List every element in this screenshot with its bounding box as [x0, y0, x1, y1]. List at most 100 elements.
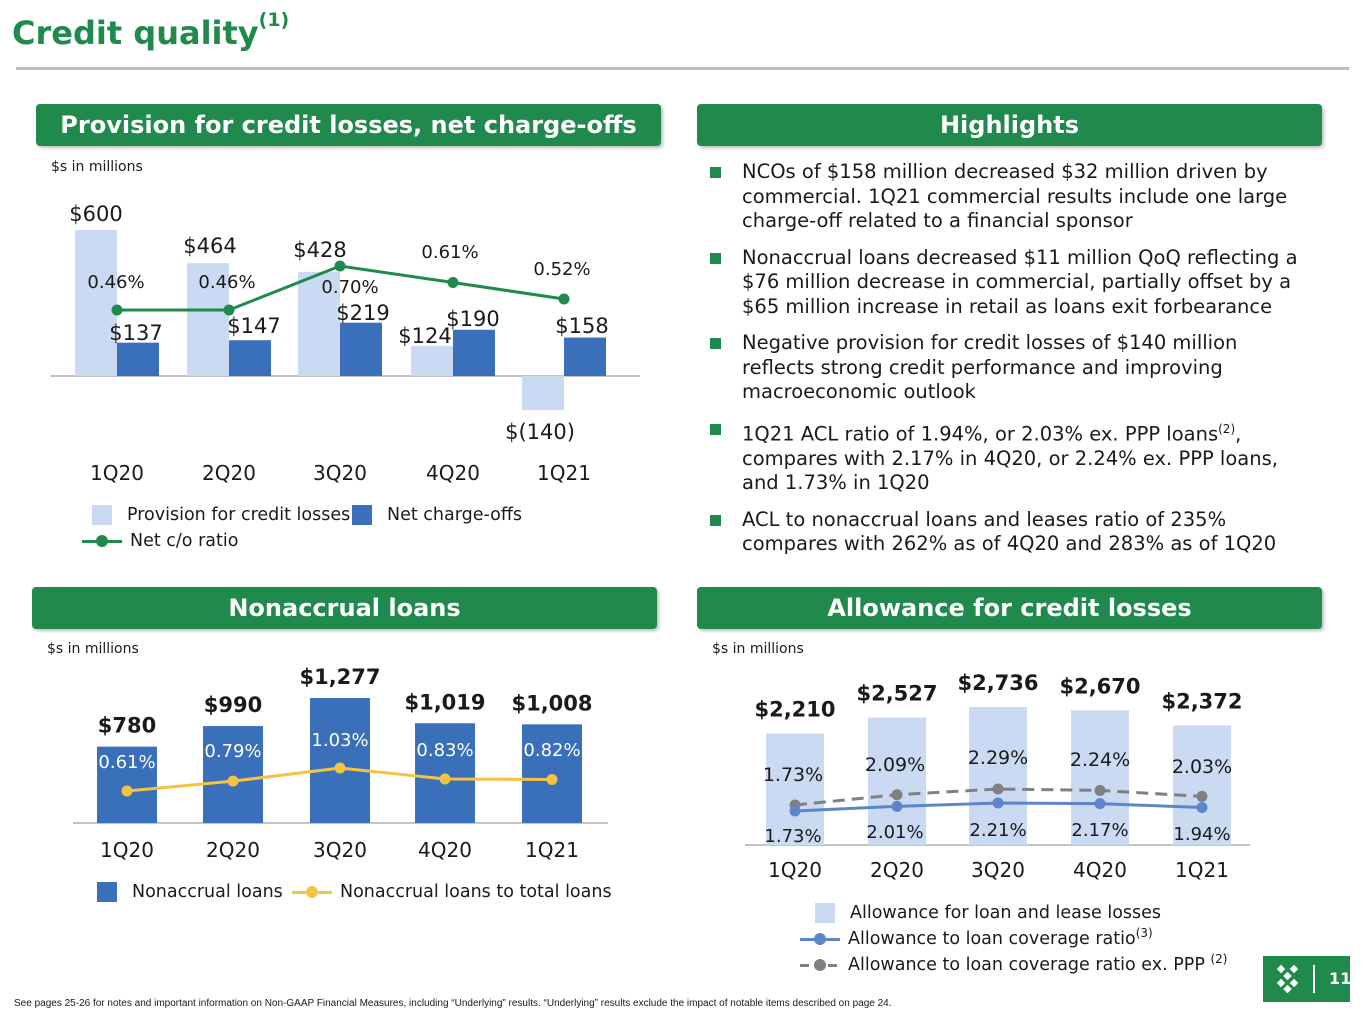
allowance-bar: [1173, 725, 1231, 845]
net-charge-off-bar: [340, 322, 382, 376]
page-title-text: Credit quality: [12, 14, 259, 52]
net-co-ratio-label: 0.52%: [533, 259, 590, 280]
net-charge-off-bar: [229, 340, 271, 376]
provision-data-label: $124: [398, 324, 451, 348]
category-label: 2Q20: [870, 858, 924, 882]
highlight-item: Negative provision for credit losses of …: [707, 331, 1307, 405]
nco-data-label: $158: [555, 314, 608, 338]
provision-data-label: $428: [293, 238, 346, 262]
legend-label: Net charge-offs: [387, 505, 523, 525]
provision-data-label: $(140): [505, 420, 575, 444]
category-label: 3Q20: [313, 838, 367, 862]
coverage-ratio-ex-ppp-label: 2.24%: [1070, 749, 1130, 771]
legend-line-dashed-gray: [800, 958, 840, 971]
coverage-ratio-label: 1.73%: [764, 826, 821, 847]
legend-label: Allowance for loan and lease losses: [850, 903, 1162, 923]
category-label: 1Q20: [768, 858, 822, 882]
highlights-panel-header: Highlights: [697, 104, 1322, 146]
allowance-bar: [766, 733, 824, 845]
legend-nonaccrual-loans: Nonaccrual loans: [97, 882, 283, 902]
provision-data-label: $600: [69, 202, 122, 226]
highlight-text: 1Q21 ACL ratio of 1.94%, or 2.03% ex. PP…: [742, 422, 1219, 445]
highlight-text: Negative provision for credit losses of …: [742, 331, 1238, 403]
category-label: 3Q20: [313, 461, 367, 485]
nonaccrual-ratio-label: 0.82%: [523, 740, 580, 761]
legend-swatch-dark: [352, 505, 372, 525]
coverage-ratio-ex-ppp-point: [1196, 790, 1208, 802]
coverage-ratio-label: 1.94%: [1173, 824, 1230, 845]
category-label: 1Q21: [537, 461, 591, 485]
category-label: 2Q20: [202, 461, 256, 485]
net-co-ratio-label: 0.46%: [87, 272, 144, 293]
title-divider: [16, 67, 1349, 70]
category-label: 1Q21: [1175, 858, 1229, 882]
bullet-square-icon: [710, 167, 721, 178]
nco-data-label: $190: [446, 307, 499, 331]
nonaccrual-bar: [310, 698, 370, 823]
nonaccrual-data-label: $1,019: [404, 690, 485, 714]
legend-coverage-ratio: Allowance to loan coverage ratio (3): [800, 926, 1153, 949]
legend-label: Nonaccrual loans: [132, 882, 283, 902]
allowance-bar: [969, 707, 1027, 845]
nonaccrual-ratio-point: [334, 762, 346, 774]
legend-provision: Provision for credit losses: [92, 505, 350, 525]
bullet-square-icon: [710, 338, 721, 349]
allowance-data-label: $2,736: [957, 671, 1038, 695]
highlight-text: ACL to nonaccrual loans and leases ratio…: [742, 507, 1277, 556]
net-co-ratio-label: 0.46%: [198, 272, 255, 293]
nonaccrual-ratio-point: [439, 773, 451, 785]
nco-data-label: $147: [227, 314, 280, 338]
legend-footnote-ref: (3): [1135, 926, 1153, 940]
coverage-ratio-point: [1196, 802, 1208, 813]
net-co-ratio-label: 0.61%: [421, 242, 478, 263]
legend-coverage-ratio-ex-ppp: Allowance to loan coverage ratio ex. PPP…: [800, 952, 1228, 975]
provision-unit-label: $s in millions: [51, 159, 143, 175]
coverage-ratio-ex-ppp-line: [794, 787, 1203, 807]
net-charge-off-bar: [117, 342, 159, 376]
coverage-ratio-ex-ppp-label: 2.29%: [968, 747, 1028, 769]
legend-swatch-light: [92, 505, 112, 525]
logo-divider: [1313, 965, 1315, 993]
legend-label: Net c/o ratio: [130, 531, 239, 551]
footnote: See pages 25-26 for notes and important …: [14, 998, 892, 1009]
coverage-ratio-ex-ppp-label: 1.73%: [763, 764, 823, 786]
bullet-square-icon: [710, 514, 721, 526]
legend-label: Nonaccrual loans to total loans: [340, 882, 612, 902]
nonaccrual-bar: [203, 726, 263, 823]
nonaccrual-ratio-point: [227, 775, 239, 787]
page-title: Credit quality(1): [12, 9, 289, 52]
legend-label: Provision for credit losses: [127, 505, 351, 525]
legend-swatch-dark: [97, 882, 117, 902]
nonaccrual-bar: [415, 723, 475, 823]
allowance-bar: [1071, 710, 1129, 845]
highlight-item: NCOs of $158 million decreased $32 milli…: [707, 160, 1307, 234]
nonaccrual-panel-header: Nonaccrual loans: [32, 587, 657, 629]
coverage-ratio-label: 2.01%: [866, 822, 923, 843]
category-label: 3Q20: [971, 858, 1025, 882]
coverage-ratio-ex-ppp-label: 2.09%: [865, 754, 925, 776]
provision-data-label: $464: [183, 234, 236, 258]
highlight-text: Nonaccrual loans decreased $11 million Q…: [742, 245, 1298, 318]
nonaccrual-data-label: $1,008: [511, 691, 592, 715]
highlight-text-cont: , compares with 2.17% in 4Q20, or 2.24% …: [742, 422, 1278, 494]
coverage-ratio-point: [1094, 798, 1106, 810]
highlight-item: 1Q21 ACL ratio of 1.94%, or 2.03% ex. PP…: [707, 417, 1307, 496]
nonaccrual-ratio-point: [121, 785, 133, 797]
page-number: 11: [1329, 969, 1352, 988]
allowance-data-label: $2,372: [1161, 689, 1242, 713]
legend-footnote-ref: (2): [1210, 952, 1228, 966]
bullet-square-icon: [710, 423, 721, 435]
provision-bar: [522, 376, 564, 411]
allowance-data-label: $2,527: [856, 682, 937, 706]
net-co-ratio-point: [334, 260, 346, 272]
legend-allowance: Allowance for loan and lease losses: [815, 903, 1161, 923]
net-co-ratio-point: [558, 293, 570, 305]
brand-logo-badge: 11: [1263, 956, 1352, 1002]
allowance-data-label: $2,210: [754, 698, 835, 722]
nonaccrual-ratio-label: 0.79%: [204, 741, 261, 762]
bullet-square-icon: [710, 252, 721, 264]
brand-logo-icon: [1276, 964, 1299, 994]
allowance-bar: [868, 717, 926, 845]
legend-label: Allowance to loan coverage ratio ex. PPP: [848, 955, 1205, 975]
